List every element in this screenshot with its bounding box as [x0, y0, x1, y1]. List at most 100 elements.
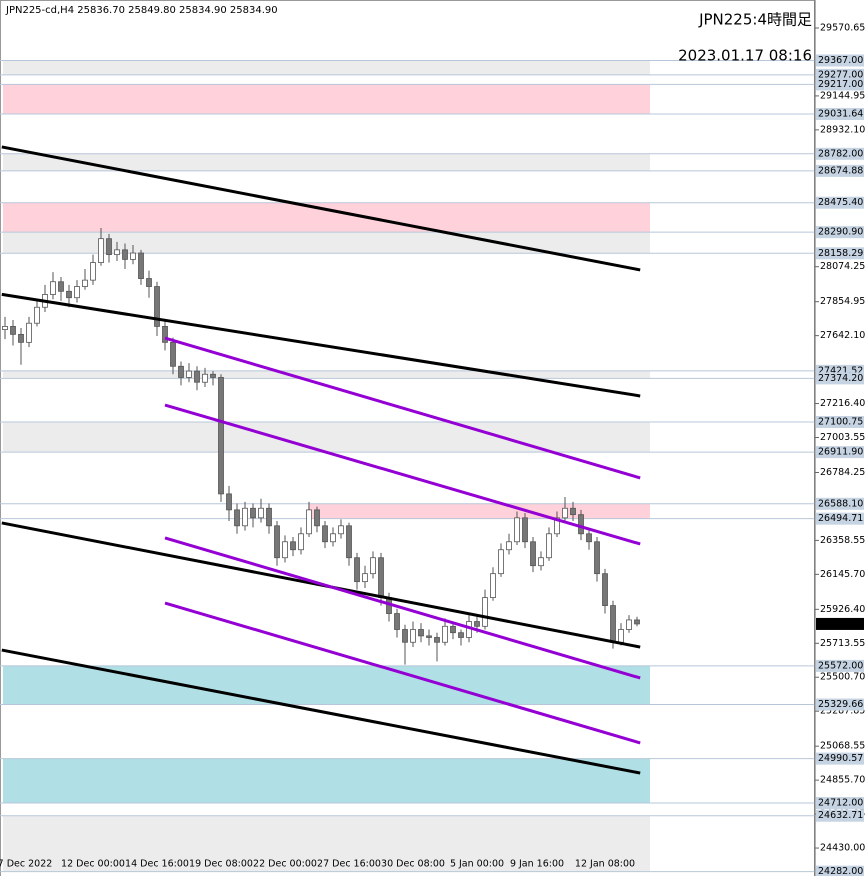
level-label: 28782.00 [818, 148, 863, 159]
level-label: 26494.71 [818, 513, 863, 524]
candle-body [170, 341, 176, 367]
candle-body [530, 541, 536, 567]
candle-body [610, 605, 616, 643]
y-tick-label: 24430.00 [820, 843, 865, 854]
y-tick-label: 25500.70 [820, 672, 865, 683]
candle-body [618, 629, 624, 643]
candle-body [314, 509, 320, 527]
candle-body [562, 507, 568, 519]
level-label: 24990.57 [818, 753, 863, 764]
x-tick-label: 7 Dec 2022 [0, 859, 52, 870]
level-label: 24712.00 [818, 798, 863, 809]
candle-body [370, 557, 376, 575]
candle-body [66, 290, 72, 299]
y-tick-label: 25287.85 [820, 706, 865, 717]
zone [3, 758, 650, 804]
level-label-bg [816, 247, 864, 260]
level-label: 26588.10 [818, 498, 863, 509]
candle-body [50, 281, 56, 295]
level-label: 24282.00 [818, 866, 863, 876]
candle-body [290, 541, 296, 551]
candle-body [138, 252, 144, 279]
candle-body [490, 573, 496, 598]
x-tick-label: 22 Dec 00:00 [253, 859, 317, 870]
candle-body [338, 525, 344, 535]
candle-body [498, 549, 504, 575]
x-tick-label: 5 Jan 00:00 [450, 859, 504, 870]
level-label-bg [816, 68, 864, 81]
candle-body [394, 613, 400, 630]
zone [3, 153, 650, 171]
candle-body [346, 525, 352, 559]
candle-body [146, 278, 152, 287]
candle-body [322, 525, 328, 543]
candle-body [210, 373, 216, 378]
candle-body [234, 509, 240, 527]
level-label: 28674.88 [818, 165, 863, 176]
candle-body [298, 533, 304, 551]
trendline [164, 536, 641, 680]
y-tick-label: 27854.95 [820, 296, 865, 307]
y-tick-label: 25068.55 [820, 741, 865, 752]
x-tick-label: 19 Dec 08:00 [189, 859, 253, 870]
candle-body [74, 286, 80, 299]
candle-body [594, 541, 600, 575]
candle-body [402, 629, 408, 643]
x-tick-label: 9 Jan 16:00 [510, 859, 564, 870]
y-tick-label: 28932.10 [820, 124, 865, 135]
level-label: 27100.75 [818, 417, 863, 428]
y-tick-label: 26358.55 [820, 535, 865, 546]
zone [3, 422, 650, 453]
level-label: 29217.00 [818, 79, 863, 90]
level-label-bg [816, 797, 864, 810]
candle-body [554, 517, 560, 535]
candle-body [10, 326, 16, 335]
candle-body [122, 249, 128, 260]
candle-body [418, 629, 424, 637]
candle-body [306, 509, 312, 535]
y-tick-label: 26145.70 [820, 569, 865, 580]
x-tick-label: 12 Jan 08:00 [575, 859, 635, 870]
candle-body [626, 619, 632, 630]
candle-body [474, 621, 480, 627]
y-tick-label: 29570.65 [820, 23, 865, 34]
trendline [164, 403, 641, 546]
level-label-bg [816, 164, 864, 177]
candle-body [162, 326, 168, 343]
candle-body [90, 262, 96, 281]
candle-body [114, 249, 120, 256]
symbol-info: JPN225-cd,H4 25836.70 25849.80 25834.90 … [5, 5, 278, 16]
candle-body [362, 573, 368, 583]
trendline [1, 648, 641, 775]
candle-body [378, 557, 384, 598]
level-label: 28290.90 [818, 227, 863, 238]
current-price-bg [816, 617, 864, 630]
candle-body [354, 557, 360, 583]
candle-body [426, 635, 432, 638]
y-tick-label: 25926.40 [820, 604, 865, 615]
candle-body [450, 625, 456, 634]
level-label: 29031.64 [818, 108, 863, 119]
x-tick-label: 27 Dec 16:00 [317, 859, 381, 870]
level-label: 27374.20 [818, 373, 863, 384]
candle-body [34, 306, 40, 324]
candle-body [202, 373, 208, 383]
candle-body [266, 507, 272, 527]
y-tick-label: 27642.10 [820, 330, 865, 341]
level-label: 29277.00 [818, 69, 863, 80]
candle-body [2, 326, 8, 330]
level-label-bg [816, 752, 864, 765]
candle-body [186, 370, 192, 378]
level-label-bg [816, 416, 864, 429]
level-label-bg [816, 446, 864, 459]
zone [3, 84, 650, 114]
candle-body [514, 517, 520, 543]
candle-body [218, 377, 224, 495]
y-tick-label: 25713.55 [820, 638, 865, 649]
level-label: 29367.00 [818, 55, 863, 66]
chart-title: JPN225:4時間足 [698, 11, 812, 29]
y-tick-label: 27216.40 [820, 398, 865, 409]
level-label-bg [816, 147, 864, 160]
candle-body [546, 533, 552, 559]
